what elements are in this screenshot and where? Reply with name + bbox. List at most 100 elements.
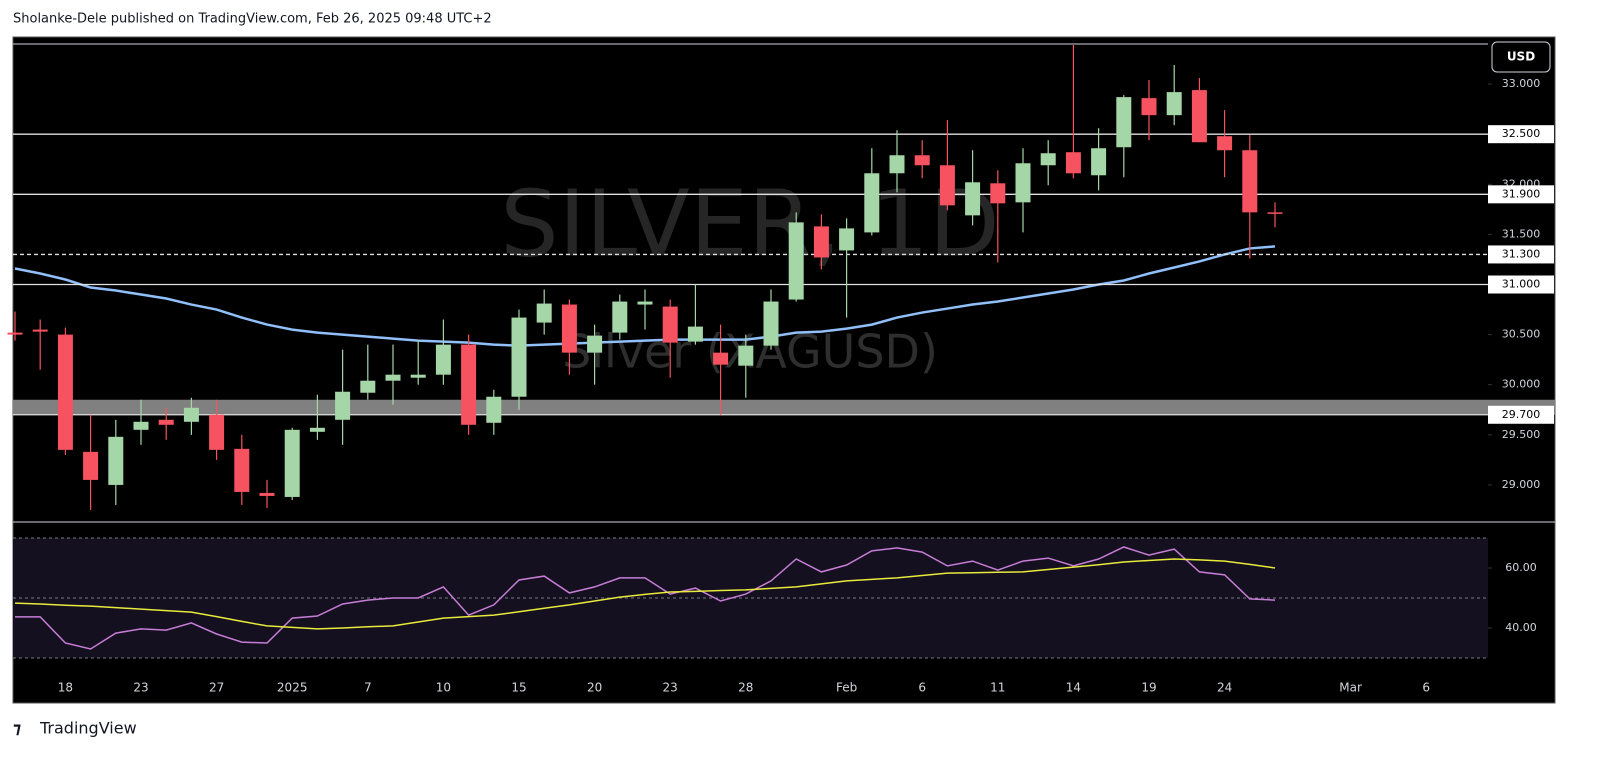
candle-body [990,183,1006,204]
candle-body [1116,97,1132,148]
candle-body [1065,152,1081,174]
candle-body [32,329,48,332]
candle-body [763,301,779,346]
candle-body [435,344,451,375]
candle-body [965,182,981,216]
candle-body [561,304,577,353]
x-tick-label: Mar [1339,681,1362,695]
level-label-box [1488,245,1554,264]
level-label: 31.900 [1502,187,1541,200]
x-tick-label: Feb [836,681,857,695]
x-tick-label: 23 [663,681,678,695]
candle-body [486,396,502,423]
x-tick-label: 28 [738,681,753,695]
candle-body [788,222,804,300]
x-tick-label: 2025 [277,681,308,695]
currency-button[interactable] [1491,41,1551,73]
candle-body [360,380,376,393]
candle-body [57,334,73,450]
x-tick-label: 24 [1217,681,1232,695]
y-tick-label: 30.000 [1502,378,1541,391]
candle-body [259,492,275,496]
candle-body [1267,212,1283,214]
candle-body [1166,92,1182,116]
x-tick-label: 11 [990,681,1005,695]
level-label: 29.700 [1502,408,1541,421]
x-tick-label: 23 [133,681,148,695]
indicator-line [14,558,1276,630]
candle-body [1015,163,1031,203]
y-tick-label: 29.000 [1502,478,1541,491]
candle-body [864,173,880,233]
candle-body [738,345,754,366]
y-tick-label: 30.500 [1502,328,1541,341]
y-tick-label: 33.000 [1502,77,1541,90]
x-tick-label: 14 [1066,681,1081,695]
candle-body [587,335,603,353]
candle-body [1217,136,1233,151]
candle-body [939,165,955,206]
candle-body [1040,153,1056,166]
indicator-line [15,546,1276,650]
x-tick-label: 6 [1422,681,1430,695]
candle-body [108,436,124,485]
candle-body [385,374,401,381]
candle-body [7,332,23,335]
x-tick-label: 15 [511,681,526,695]
x-tick-label: 18 [58,681,73,695]
candle-body [209,414,225,450]
candle-body [1242,150,1258,213]
candle-body [511,317,527,397]
candle-body [284,429,300,497]
candle-body [813,226,829,258]
candle-body [536,303,552,323]
candle-body [1191,90,1207,143]
level-label-box [1488,275,1554,294]
candle-body [839,228,855,251]
watermark: SILVER, 1D [500,170,1000,277]
candle-body [713,352,729,365]
zone [13,399,1555,415]
candle-body [83,451,99,480]
x-tick-label: 10 [436,681,451,695]
candle-body [1141,98,1157,116]
y-tick-label: 40.00 [1505,621,1537,634]
candle-body [1091,148,1107,176]
brand-icon: ⁊ [13,719,21,738]
candle-body [612,301,628,333]
x-tick-label: 7 [364,681,372,695]
level-label: 31.000 [1502,278,1541,291]
level-label-box [1488,125,1554,144]
candle-body [662,306,678,343]
x-tick-label: 20 [587,681,602,695]
y-tick-label: 29.500 [1502,428,1541,441]
x-tick-label: 19 [1141,681,1156,695]
candle-body [133,421,149,430]
candle-body [335,391,351,420]
level-label: 32.500 [1502,127,1541,140]
candle-body [914,155,930,166]
moving-average [14,245,1276,347]
candle-body [183,407,199,422]
x-tick-label: 6 [918,681,926,695]
footer-brand: TradingView [39,719,137,738]
header-text: Sholanke-Dele published on TradingView.c… [13,12,492,27]
candle-body [889,155,905,174]
level-label: 31.300 [1502,247,1541,260]
x-tick-label: 27 [209,681,224,695]
candle-body [234,448,250,492]
y-tick-label: 60.00 [1505,561,1537,574]
candle-body [158,419,174,425]
level-label-box [1488,405,1554,424]
candle-body [637,301,653,305]
candle-body [309,427,325,432]
band-fill [13,537,1488,658]
candle-body [410,374,426,378]
level-label-box [1488,185,1554,204]
candle-body [461,344,477,425]
currency-label: USD [1507,50,1535,64]
y-tick-label: 31.500 [1502,227,1541,240]
candle-body [687,326,703,342]
